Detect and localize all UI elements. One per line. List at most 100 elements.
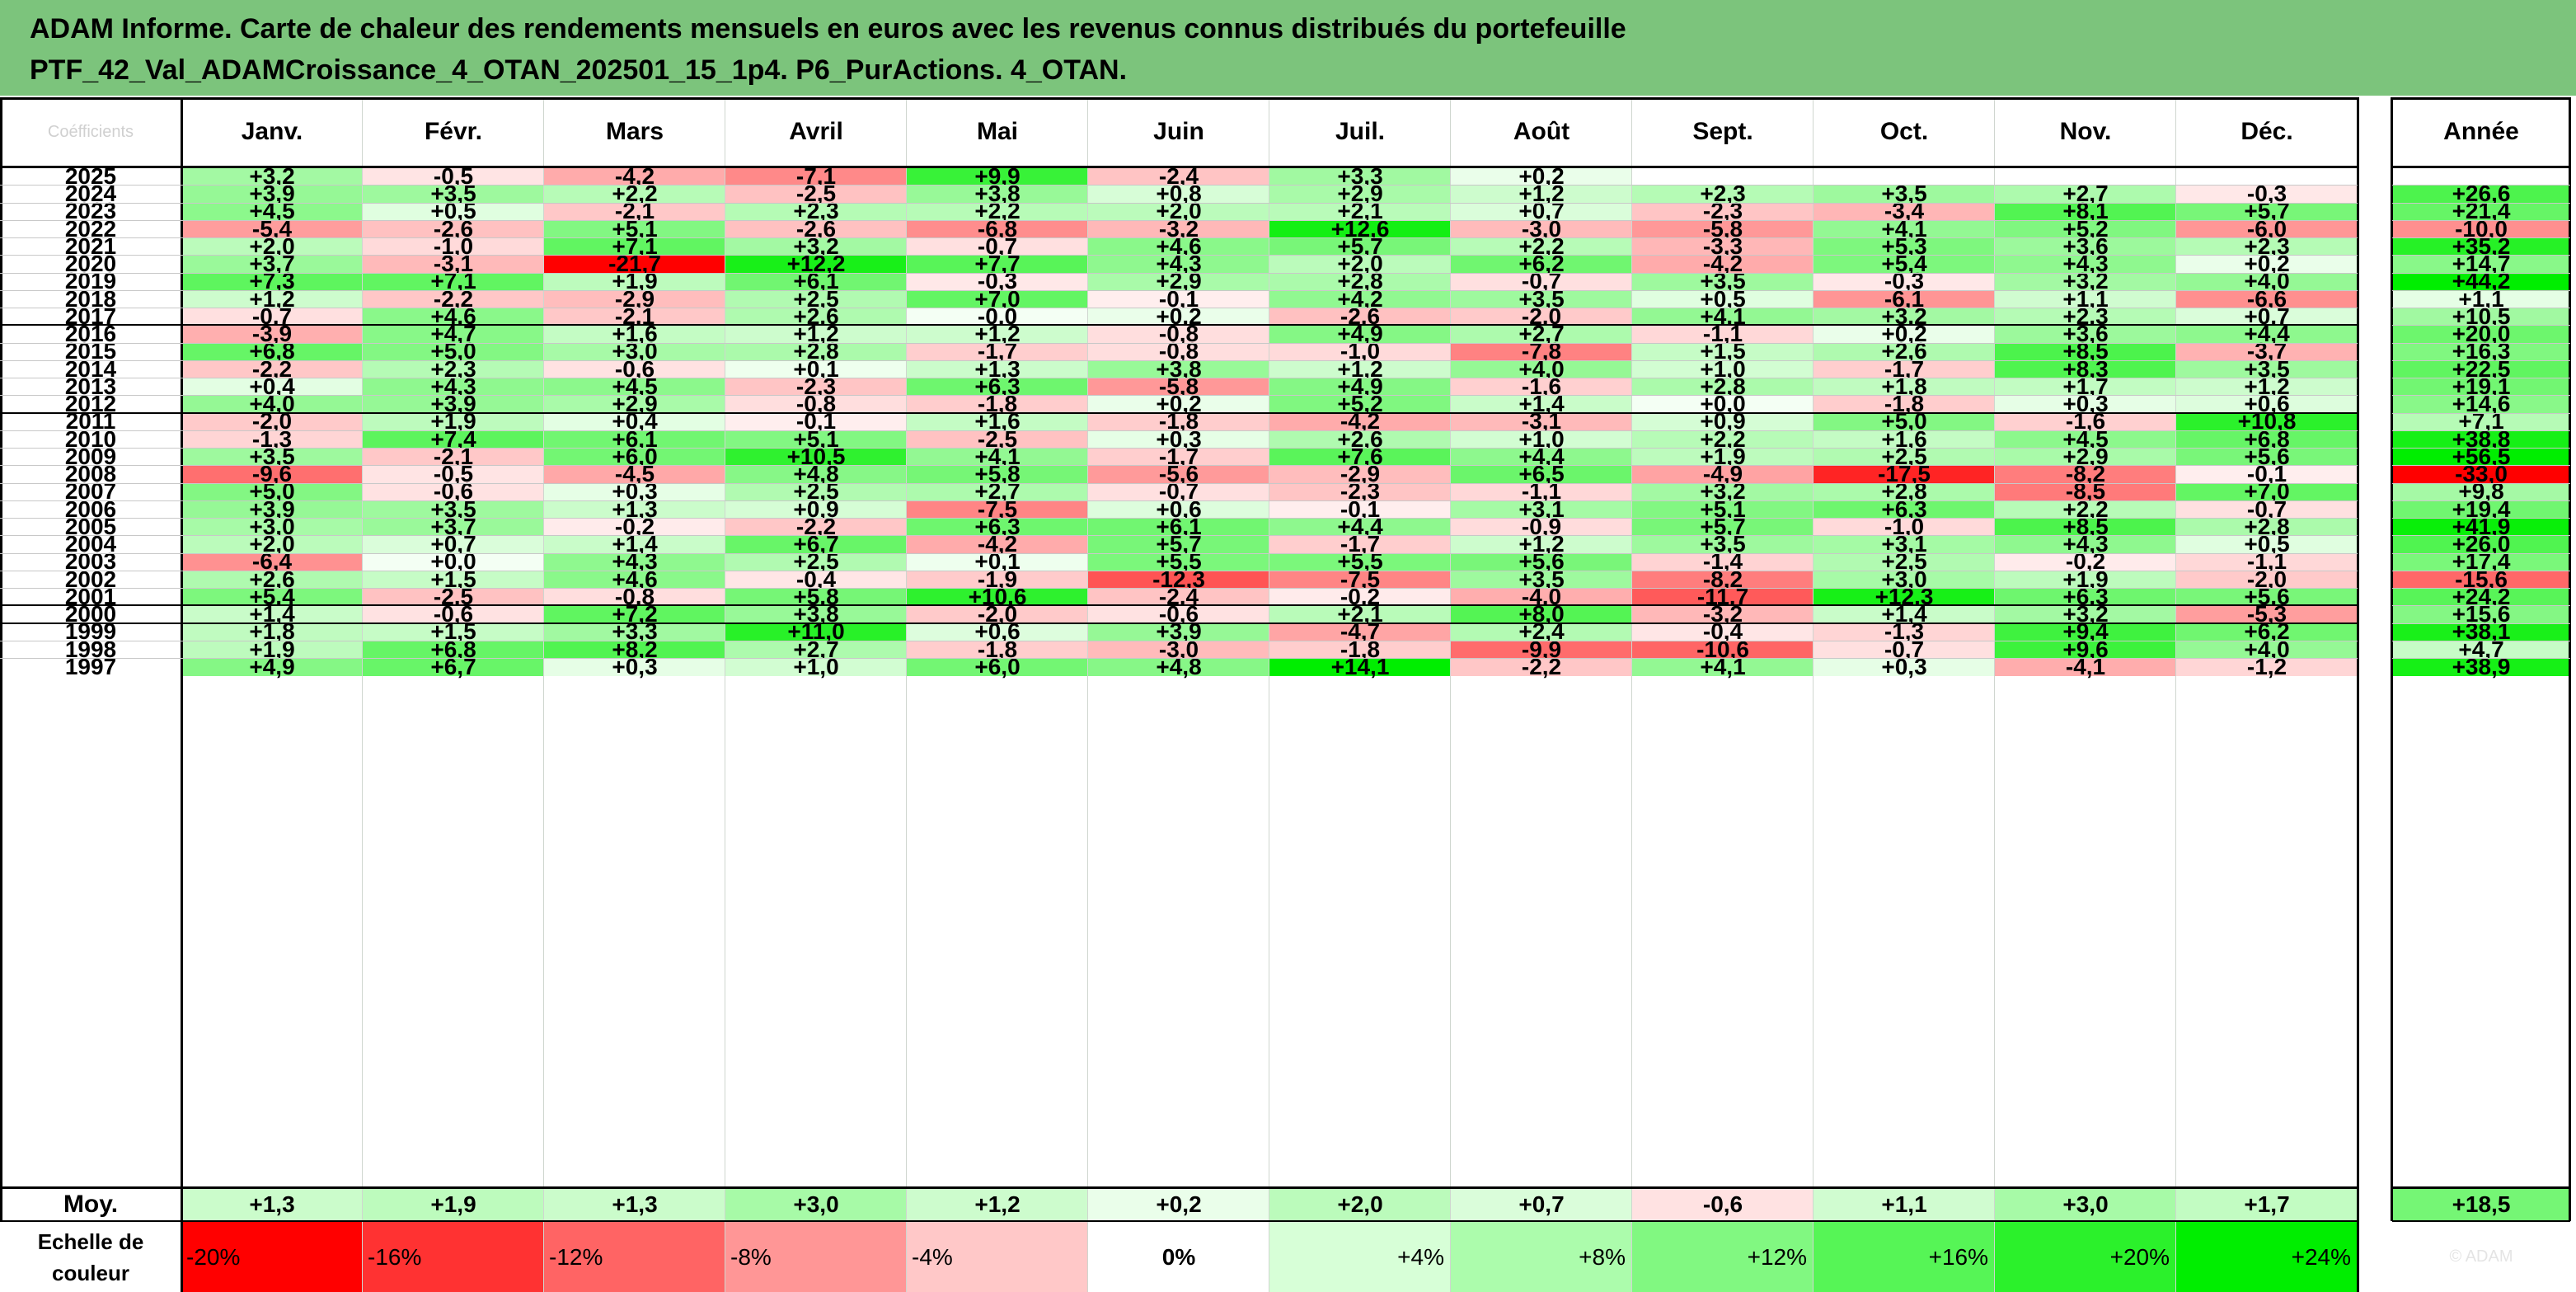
heatmap-cell: +2,3 bbox=[725, 198, 907, 223]
heatmap-cell: +3,0 bbox=[544, 338, 725, 364]
month-header: Juil. bbox=[1269, 97, 1451, 167]
heatmap-cell: +4,3 bbox=[363, 374, 544, 399]
scale-stop: -20% bbox=[181, 1222, 363, 1292]
heatmap-cell: +0,5 bbox=[1632, 286, 1814, 312]
heatmap-cell: +1,0 bbox=[1632, 356, 1814, 382]
grid-line-h bbox=[0, 623, 2358, 624]
heatmap-cell: -2,3 bbox=[1269, 478, 1451, 504]
grid-line-h bbox=[0, 343, 2358, 344]
heatmap-cell: +3,5 bbox=[2176, 356, 2358, 382]
heatmap-cell: +2,8 bbox=[1269, 268, 1451, 294]
heatmap-cell: +1,2 bbox=[181, 286, 363, 312]
heatmap-cell: +2,6 bbox=[1814, 338, 1995, 364]
heatmap-cell: -6,4 bbox=[181, 548, 363, 574]
grid-line-h bbox=[0, 1220, 2358, 1222]
heatmap-cell: +0,3 bbox=[1814, 654, 1995, 679]
grid-line-h bbox=[2392, 395, 2570, 396]
month-header: Mars bbox=[544, 97, 725, 167]
heatmap-cell: -0,7 bbox=[2176, 496, 2358, 522]
heatmap-cell: +1,5 bbox=[1632, 338, 1814, 364]
annual-cell: +38,1 bbox=[2392, 618, 2570, 644]
heatmap-cell: -5,4 bbox=[181, 216, 363, 242]
grid-line-h bbox=[0, 203, 2358, 204]
heatmap-cell: -2,0 bbox=[2176, 566, 2358, 592]
grid-line-h bbox=[0, 518, 2358, 519]
heatmap-cell: +8,3 bbox=[1995, 356, 2176, 382]
heatmap-cell: +0,5 bbox=[363, 198, 544, 223]
grid-line-h bbox=[2392, 1220, 2570, 1222]
heatmap-cell: +8,1 bbox=[1995, 198, 2176, 223]
heatmap-cell: +2,5 bbox=[725, 548, 907, 574]
average-cell: +1,1 bbox=[1814, 1188, 1995, 1221]
heatmap-cell: -0,7 bbox=[1451, 268, 1632, 294]
heatmap-cell: +6,1 bbox=[544, 426, 725, 452]
grid-line-h bbox=[2392, 273, 2570, 274]
scale-label: Echelle de couleur bbox=[0, 1222, 181, 1292]
grid-line-h bbox=[2392, 588, 2570, 589]
grid-line-v bbox=[2569, 97, 2571, 1221]
heatmap-cell: +1,9 bbox=[181, 637, 363, 662]
heatmap-cell: -1,7 bbox=[907, 338, 1088, 364]
grid-line-h bbox=[0, 360, 2358, 361]
grid-line-v bbox=[1631, 97, 1632, 1292]
heatmap-cell: -1,2 bbox=[2176, 654, 2358, 679]
heatmap-cell: +2,8 bbox=[725, 338, 907, 364]
heatmap-cell: +2,7 bbox=[725, 637, 907, 662]
heatmap-cell: -3,2 bbox=[1088, 216, 1269, 242]
grid-line-h bbox=[0, 273, 2358, 274]
heatmap-cell: -3,7 bbox=[2176, 338, 2358, 364]
heatmap-cell: -2,2 bbox=[363, 286, 544, 312]
grid-line-h bbox=[2392, 500, 2570, 501]
scale-stop: +20% bbox=[1995, 1222, 2176, 1292]
month-header: Déc. bbox=[2176, 97, 2358, 167]
annual-cell: +38,8 bbox=[2392, 426, 2570, 452]
month-header: Janv. bbox=[181, 97, 363, 167]
heatmap-cell: +7,4 bbox=[363, 426, 544, 452]
grid-line-h bbox=[0, 448, 2358, 449]
title-line-2: PTF_42_Val_ADAMCroissance_4_OTAN_202501_… bbox=[30, 54, 1128, 86]
heatmap-cell: +1,2 bbox=[725, 321, 907, 346]
grid-line-h bbox=[0, 553, 2358, 554]
grid-line-h bbox=[0, 412, 2358, 414]
grid-line-v bbox=[0, 97, 2, 1221]
year-label: 1999 bbox=[0, 618, 181, 644]
heatmap-cell: +8,2 bbox=[544, 637, 725, 662]
grid-line-h bbox=[2392, 623, 2570, 624]
grid-line-h bbox=[2392, 290, 2570, 291]
average-cell: +1,3 bbox=[181, 1188, 363, 1221]
heatmap-cell: +0,1 bbox=[725, 356, 907, 382]
scale-stop: +8% bbox=[1451, 1222, 1632, 1292]
heatmap-cell: +3,2 bbox=[1632, 478, 1814, 504]
heatmap-cell: -6,1 bbox=[1814, 286, 1995, 312]
average-cell: +1,7 bbox=[2176, 1188, 2358, 1221]
heatmap-cell: -10,6 bbox=[1632, 637, 1814, 662]
heatmap-cell: -0,7 bbox=[1814, 637, 1995, 662]
heatmap-cell: -0,3 bbox=[1814, 268, 1995, 294]
heatmap-cell: +2,0 bbox=[1088, 198, 1269, 223]
scale-stop: -12% bbox=[544, 1222, 725, 1292]
heatmap-cell: +1,5 bbox=[363, 566, 544, 592]
heatmap-cell: +0,2 bbox=[1451, 163, 1632, 189]
heatmap-cell: -2,6 bbox=[725, 216, 907, 242]
scale-stop: +16% bbox=[1814, 1222, 1995, 1292]
grid-line-h bbox=[0, 465, 2358, 466]
heatmap-cell: -7,5 bbox=[907, 496, 1088, 522]
grid-line-h bbox=[2392, 518, 2570, 519]
heatmap-cell: +0,3 bbox=[544, 654, 725, 679]
heatmap-cell: -4,2 bbox=[1269, 408, 1451, 434]
heatmap-cell: +3,5 bbox=[1814, 181, 1995, 206]
grid-line-h bbox=[2392, 97, 2570, 100]
heatmap-cell: +12,6 bbox=[1269, 216, 1451, 242]
heatmap-cell: +5,2 bbox=[1995, 216, 2176, 242]
average-cell: +0,2 bbox=[1088, 1188, 1269, 1221]
grid-line-v bbox=[2391, 97, 2393, 1221]
grid-line-h bbox=[0, 430, 2358, 431]
heatmap-cell: +4,8 bbox=[1088, 654, 1269, 679]
heatmap-cell: +3,0 bbox=[181, 514, 363, 539]
grid-line-h bbox=[2392, 255, 2570, 256]
grid-line-h bbox=[0, 255, 2358, 256]
heatmap-cell: +5,0 bbox=[363, 338, 544, 364]
heatmap-cell: +2,3 bbox=[363, 356, 544, 382]
heatmap-cell: -1,3 bbox=[181, 426, 363, 452]
year-label: 2006 bbox=[0, 496, 181, 522]
